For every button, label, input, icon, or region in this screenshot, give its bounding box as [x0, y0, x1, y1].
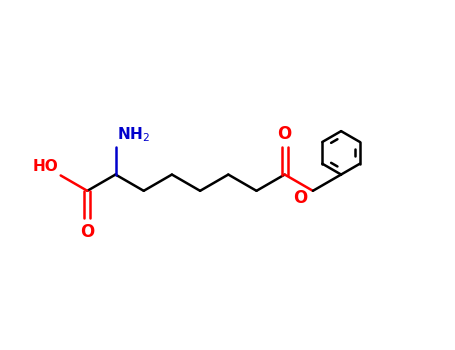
Text: O: O	[278, 125, 292, 143]
Text: HO: HO	[33, 159, 58, 174]
Text: O: O	[80, 223, 95, 242]
Text: O: O	[293, 189, 307, 208]
Text: NH$_2$: NH$_2$	[117, 126, 150, 144]
